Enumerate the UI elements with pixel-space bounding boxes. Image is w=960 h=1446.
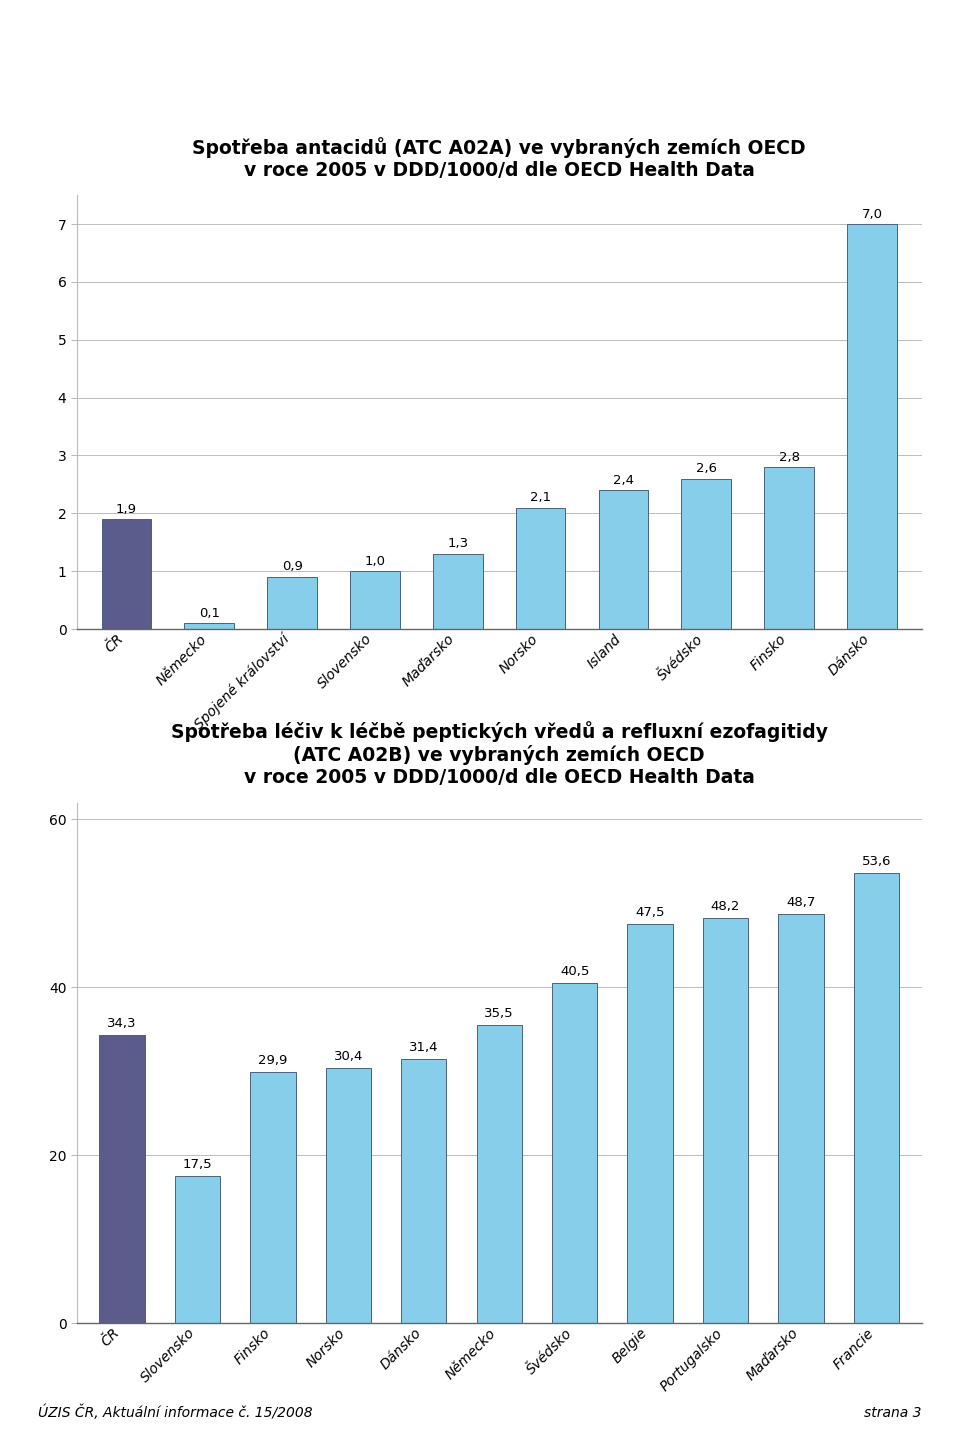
Text: 40,5: 40,5: [560, 964, 589, 977]
Text: 34,3: 34,3: [108, 1017, 137, 1030]
Bar: [102, 519, 152, 629]
Bar: [476, 1025, 522, 1323]
Text: 0,9: 0,9: [281, 561, 302, 574]
Text: 2,4: 2,4: [612, 474, 634, 487]
Text: 47,5: 47,5: [636, 907, 665, 920]
Bar: [764, 467, 814, 629]
Title: Spotřeba antacidů (ATC A02A) ve vybraných zemích OECD
v roce 2005 v DDD/1000/d d: Spotřeba antacidů (ATC A02A) ve vybranýc…: [192, 137, 806, 179]
Bar: [552, 983, 597, 1323]
Text: 1,3: 1,3: [447, 538, 468, 551]
Title: Spotřeba léčiv k léčbě peptických vředů a refluxní ezofagitidy
(ATC A02B) ve vyb: Spotřeba léčiv k léčbě peptických vředů …: [171, 722, 828, 787]
Bar: [847, 224, 897, 629]
Bar: [350, 571, 399, 629]
Bar: [325, 1067, 371, 1323]
Bar: [516, 508, 565, 629]
Bar: [599, 490, 648, 629]
Text: 1,9: 1,9: [116, 503, 137, 516]
Text: 0,1: 0,1: [199, 607, 220, 620]
Bar: [251, 1071, 296, 1323]
Text: 2,6: 2,6: [696, 463, 717, 476]
Text: strana 3: strana 3: [864, 1406, 922, 1420]
Bar: [682, 479, 732, 629]
Bar: [100, 1035, 145, 1323]
Text: 53,6: 53,6: [861, 855, 891, 868]
Text: ÚZIS ČR, Aktuální informace č. 15/2008: ÚZIS ČR, Aktuální informace č. 15/2008: [38, 1404, 313, 1420]
Text: 7,0: 7,0: [861, 208, 882, 221]
Bar: [853, 873, 899, 1323]
Bar: [433, 554, 483, 629]
Text: 31,4: 31,4: [409, 1041, 439, 1054]
Text: 30,4: 30,4: [334, 1050, 363, 1063]
Text: 29,9: 29,9: [258, 1054, 288, 1067]
Text: 48,7: 48,7: [786, 897, 816, 910]
Text: 2,1: 2,1: [530, 492, 551, 505]
Bar: [703, 918, 748, 1323]
Bar: [184, 623, 234, 629]
Text: 17,5: 17,5: [182, 1158, 212, 1171]
Text: 1,0: 1,0: [365, 555, 386, 568]
Text: 48,2: 48,2: [710, 901, 740, 914]
Bar: [401, 1060, 446, 1323]
Bar: [628, 924, 673, 1323]
Text: 35,5: 35,5: [485, 1006, 514, 1019]
Bar: [175, 1176, 220, 1323]
Bar: [779, 914, 824, 1323]
Text: 2,8: 2,8: [779, 451, 800, 464]
Bar: [267, 577, 317, 629]
